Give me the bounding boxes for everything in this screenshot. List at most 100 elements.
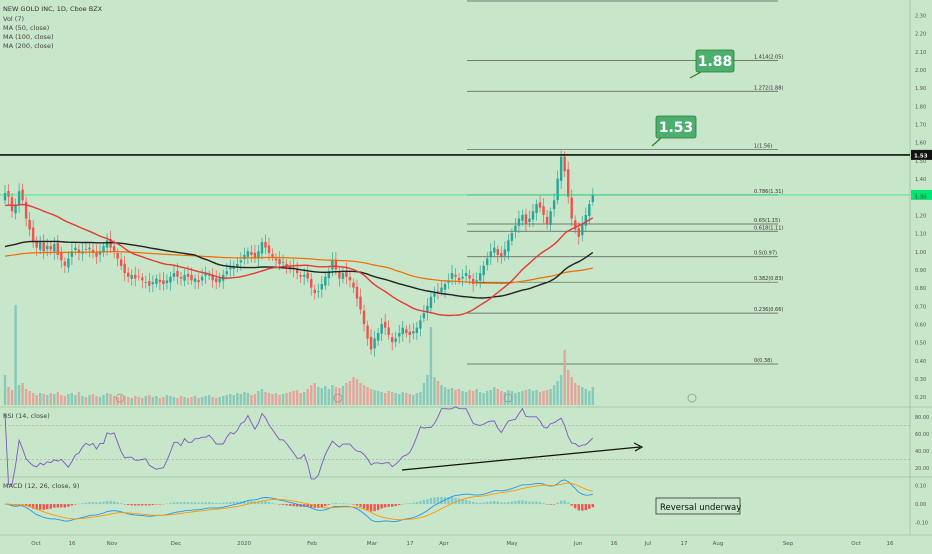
candle[interactable] (584, 214, 587, 226)
candle[interactable] (112, 246, 116, 252)
candle[interactable] (63, 261, 67, 266)
candle[interactable] (443, 284, 447, 290)
candle[interactable] (70, 251, 74, 257)
candle[interactable] (77, 249, 81, 254)
candle[interactable] (380, 324, 383, 334)
candle[interactable] (243, 254, 246, 260)
candle[interactable] (211, 275, 214, 281)
candle[interactable] (162, 280, 165, 284)
candle[interactable] (383, 321, 387, 328)
candle[interactable] (542, 206, 545, 215)
candle[interactable] (310, 279, 313, 288)
candle[interactable] (278, 259, 281, 264)
candle[interactable] (148, 280, 151, 286)
candle[interactable] (552, 200, 556, 210)
candle[interactable] (116, 253, 119, 259)
candle[interactable] (155, 278, 158, 284)
candle[interactable] (482, 265, 485, 276)
candle[interactable] (197, 280, 200, 283)
candle[interactable] (274, 258, 278, 261)
candle[interactable] (331, 260, 334, 270)
candle[interactable] (405, 329, 408, 334)
candle[interactable] (415, 327, 419, 334)
candle[interactable] (35, 241, 38, 248)
candle[interactable] (229, 267, 232, 270)
candle[interactable] (531, 211, 535, 220)
candle[interactable] (74, 247, 77, 251)
candle[interactable] (317, 291, 320, 293)
candle[interactable] (60, 252, 63, 261)
candle[interactable] (46, 245, 49, 250)
candle[interactable] (200, 276, 204, 281)
candle[interactable] (172, 273, 176, 277)
candle[interactable] (450, 273, 454, 279)
candle[interactable] (334, 259, 338, 270)
candle[interactable] (528, 218, 531, 222)
candle[interactable] (366, 325, 369, 339)
candle[interactable] (433, 293, 436, 297)
candle[interactable] (56, 243, 59, 255)
candle[interactable] (246, 251, 250, 257)
candle[interactable] (285, 263, 288, 266)
candle[interactable] (468, 275, 471, 279)
candle[interactable] (257, 251, 260, 259)
candle[interactable] (295, 268, 299, 274)
candle[interactable] (28, 219, 31, 230)
candle[interactable] (176, 270, 179, 277)
candle[interactable] (253, 252, 257, 259)
candle[interactable] (338, 271, 341, 279)
candle[interactable] (545, 216, 549, 224)
candle[interactable] (123, 263, 126, 274)
candle[interactable] (267, 245, 271, 254)
candle[interactable] (429, 296, 433, 308)
candle[interactable] (373, 338, 376, 349)
candle[interactable] (102, 245, 105, 253)
candle[interactable] (559, 156, 563, 181)
candle[interactable] (169, 276, 172, 283)
candle[interactable] (500, 253, 503, 257)
candle[interactable] (524, 214, 528, 224)
candle[interactable] (503, 249, 507, 256)
candle[interactable] (412, 331, 415, 334)
candle[interactable] (535, 204, 538, 213)
candle[interactable] (471, 278, 475, 284)
candle[interactable] (440, 287, 443, 292)
candle[interactable] (362, 310, 366, 324)
candle[interactable] (130, 274, 133, 279)
candle[interactable] (10, 197, 14, 212)
candle[interactable] (408, 331, 411, 335)
candle[interactable] (549, 211, 552, 225)
candle[interactable] (577, 228, 580, 237)
candle[interactable] (204, 273, 207, 276)
candle[interactable] (401, 327, 404, 335)
candle[interactable] (215, 278, 218, 283)
candle[interactable] (359, 296, 362, 310)
candle[interactable] (186, 273, 190, 277)
candle[interactable] (119, 259, 123, 266)
candle[interactable] (225, 271, 228, 275)
candle[interactable] (489, 251, 492, 257)
candle[interactable] (581, 224, 584, 236)
candle[interactable] (303, 274, 306, 277)
candle[interactable] (24, 201, 28, 219)
candle[interactable] (271, 253, 274, 257)
candle[interactable] (517, 218, 521, 226)
candle[interactable] (556, 178, 559, 201)
candle[interactable] (218, 278, 221, 283)
candle[interactable] (165, 280, 169, 284)
candle[interactable] (570, 197, 573, 219)
candle[interactable] (17, 191, 21, 205)
candle[interactable] (496, 249, 499, 255)
candle[interactable] (134, 274, 137, 279)
candle[interactable] (387, 327, 390, 335)
candle[interactable] (207, 274, 211, 276)
candle[interactable] (193, 278, 197, 282)
candle[interactable] (127, 272, 130, 277)
candle[interactable] (179, 277, 183, 279)
candle[interactable] (95, 252, 98, 257)
candle[interactable] (352, 282, 355, 288)
candle[interactable] (426, 305, 429, 313)
candle[interactable] (84, 249, 88, 250)
candle[interactable] (281, 262, 285, 263)
candle[interactable] (137, 276, 140, 278)
